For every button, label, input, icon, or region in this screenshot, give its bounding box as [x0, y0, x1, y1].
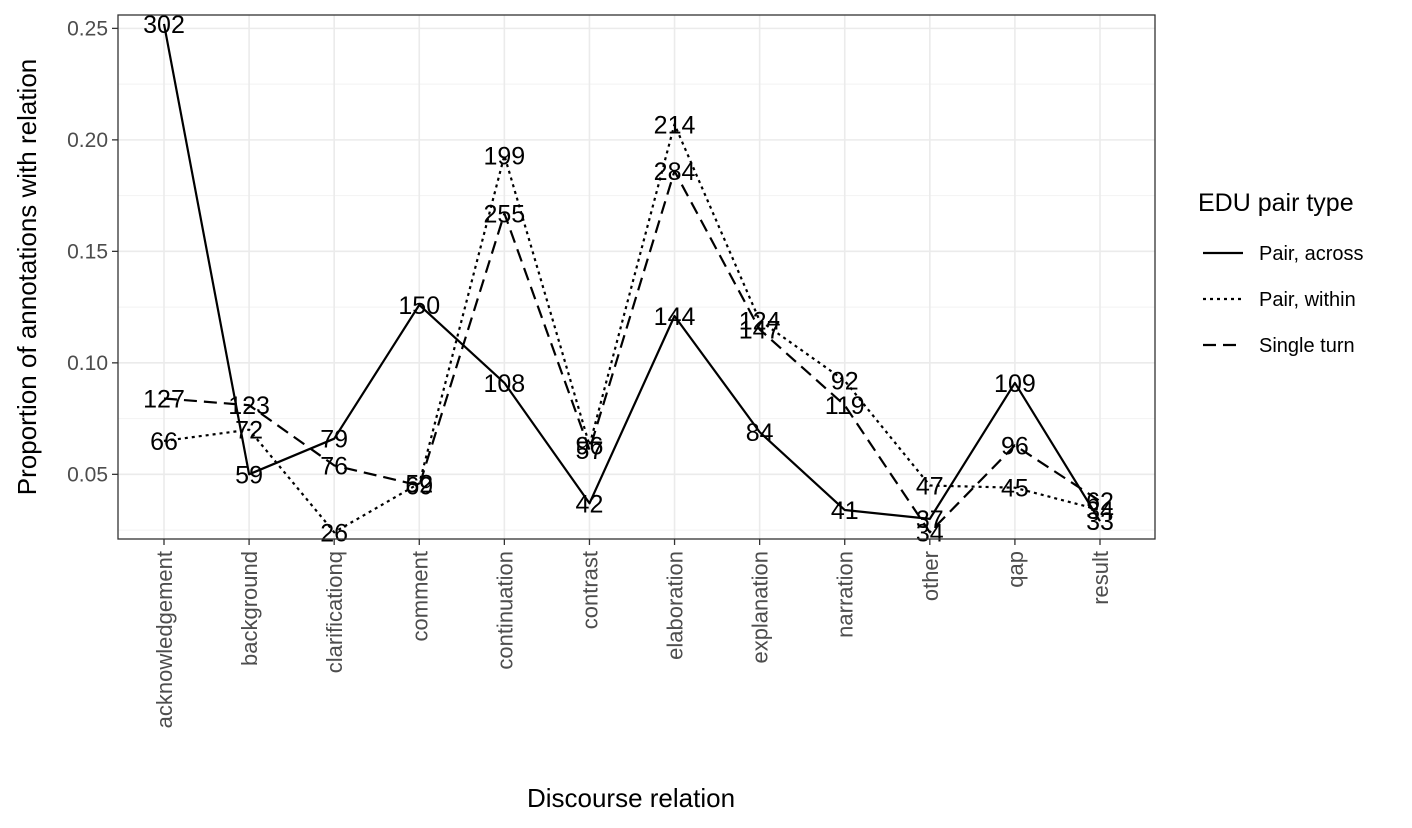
legend: EDU pair type Pair, across Pair, within Si…: [1198, 189, 1363, 357]
data-label: 59: [235, 461, 263, 489]
x-axis-title: Discourse relation: [527, 783, 735, 813]
data-label: 119: [825, 392, 865, 420]
x-tick-label-elaboration: elaboration: [663, 551, 688, 660]
y-tick-label: 0.15: [67, 240, 108, 263]
x-tick-label-acknowledgement: acknowledgement: [152, 551, 177, 728]
data-label: 66: [150, 428, 178, 456]
x-tick-label-narration: narration: [833, 551, 858, 638]
x-tick-label-other: other: [918, 551, 943, 601]
data-label: 41: [831, 497, 859, 525]
data-label: 124: [739, 307, 781, 335]
data-label: 255: [484, 200, 526, 228]
y-tick-label: 0.10: [67, 352, 108, 375]
data-label: 69: [405, 472, 433, 500]
data-label: 150: [398, 292, 440, 320]
legend-label: Pair, across: [1259, 243, 1363, 265]
data-label: 33: [1086, 508, 1114, 536]
plot-background: [118, 15, 1155, 539]
data-label: 72: [235, 417, 263, 445]
x-tick-label-clarificationq: clarificationq: [322, 551, 347, 673]
data-label: 144: [654, 303, 696, 331]
plot-panel-border: [117, 14, 1156, 540]
data-label: 47: [916, 472, 944, 500]
data-label: 42: [576, 490, 604, 518]
data-label: 76: [320, 452, 348, 480]
data-label: 127: [143, 386, 185, 414]
series-line-pair-across: [162, 23, 1101, 522]
data-label: 79: [320, 426, 348, 454]
data-label: 214: [654, 111, 696, 139]
legend-label: Single turn: [1259, 335, 1355, 357]
data-label: 108: [484, 370, 526, 398]
y-axis-title: Proportion of annotations with relation: [12, 59, 42, 496]
y-tick-label: 0.20: [67, 129, 108, 152]
y-tick-label: 0.05: [67, 463, 108, 486]
data-label: 52: [405, 470, 433, 498]
legend-label: Pair, within: [1259, 289, 1356, 311]
data-label: 57: [576, 437, 604, 465]
data-label: 284: [654, 158, 696, 186]
data-label: 96: [1001, 432, 1029, 460]
x-tick-label-contrast: contrast: [577, 551, 602, 629]
x-tick-label-result: result: [1088, 551, 1113, 605]
x-axis: acknowledgement background clarificationq c…: [152, 539, 1113, 728]
data-label: 45: [1001, 475, 1029, 503]
data-label: 109: [994, 370, 1036, 398]
legend-title: EDU pair type: [1198, 189, 1354, 217]
series-line-single-turn: [163, 170, 1101, 534]
data-label: 147: [739, 316, 781, 344]
series-lines: [162, 23, 1101, 534]
x-tick-label-background: background: [237, 551, 262, 666]
data-label: 84: [746, 419, 774, 447]
grid: [118, 15, 1155, 539]
data-label: 123: [228, 392, 270, 420]
x-tick-label-continuation: continuation: [492, 551, 517, 670]
y-axis: 0.05 0.10 0.15 0.20 0.25: [67, 17, 118, 486]
x-tick-label-qap: qap: [1003, 551, 1028, 588]
data-label: 199: [484, 142, 526, 170]
data-label: 92: [831, 368, 859, 396]
series-line-pair-within: [163, 123, 1101, 534]
x-tick-label-explanation: explanation: [748, 551, 773, 664]
y-tick-label: 0.25: [67, 17, 108, 40]
x-tick-label-comment: comment: [407, 551, 432, 641]
data-label: 34: [1086, 497, 1114, 525]
data-label: 37: [916, 506, 944, 534]
data-label: 62: [1086, 488, 1114, 516]
data-label: 96: [576, 432, 604, 460]
